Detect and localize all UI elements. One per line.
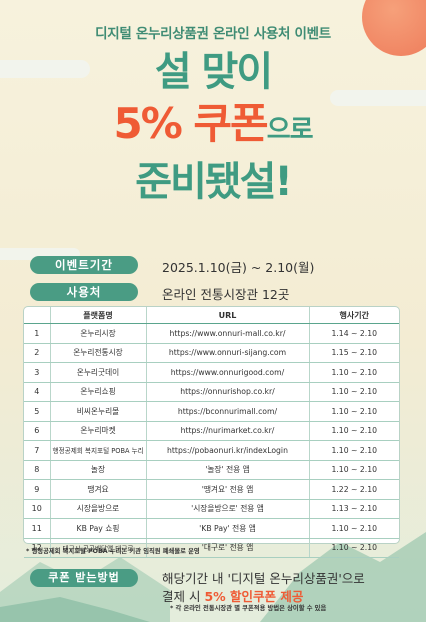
places-label: 사용처 bbox=[30, 283, 138, 301]
table-row: 2 온누리전통시장 https://www.onnuri-sijang.com 1.1… bbox=[24, 343, 399, 363]
header-platform: 플랫폼명 bbox=[49, 307, 146, 324]
platform-name: 온누리전통시장 bbox=[49, 343, 146, 363]
platform-name: 행정공제회 복지포털 POBA 누리 bbox=[49, 440, 146, 461]
row-number: 1 bbox=[24, 323, 50, 344]
platform-table: 플랫폼명 URL 행사기간 1 온누리시장 https://www.onnuri-m… bbox=[24, 307, 399, 558]
platform-url: '시장을방으로' 전용 앱 bbox=[145, 499, 309, 519]
table-row: 5 비씨온누리몰 https://bconnurimall.com/1.10 ~ 2… bbox=[24, 401, 399, 422]
header-url: URL bbox=[145, 307, 309, 324]
platform-url: https://www.onnuri-sijang.com bbox=[145, 343, 309, 363]
table-header-row: 플랫폼명 URL 행사기간 bbox=[24, 307, 399, 324]
event-period: 1.13 ~ 2.10 bbox=[308, 499, 399, 519]
row-number: 9 bbox=[24, 479, 50, 500]
platform-url: https://onnurishop.co.kr/ bbox=[145, 382, 309, 402]
platform-name: 시장을방으로 bbox=[49, 499, 146, 519]
platform-name: 온누리마켓 bbox=[49, 421, 146, 441]
table-row: 11 KB Pay 쇼핑 'KB Pay' 전용 앱 1.10 ~ 2.10 bbox=[24, 518, 399, 539]
cloud-decoration bbox=[0, 60, 90, 78]
headline-suffix: 으로 bbox=[266, 115, 314, 145]
platform-url: https://www.onnurigood.com/ bbox=[145, 362, 309, 383]
table-row: 9 땡겨요 '땡겨요' 전용 앱 1.22 ~ 2.10 bbox=[24, 479, 399, 500]
platform-url: '놀장' 전용 앱 bbox=[145, 460, 309, 480]
row-number: 8 bbox=[24, 460, 50, 480]
table-row: 8 놀장 '놀장' 전용 앱 1.10 ~ 2.10 bbox=[24, 460, 399, 480]
table-row: 7 행정공제회 복지포털 POBA 누리 https://pobaonuri.kr/… bbox=[24, 440, 399, 461]
table-row: 3 온누리굿데이 https://www.onnurigood.com/1.10 ~… bbox=[24, 362, 399, 383]
event-period: 1.10 ~ 2.10 bbox=[308, 460, 399, 480]
period-value: 2025.1.10(금) ~ 2.10(월) bbox=[162, 260, 315, 275]
header-period: 행사기간 bbox=[308, 307, 399, 324]
platform-name: 놀장 bbox=[49, 460, 146, 480]
event-period: 1.10 ~ 2.10 bbox=[308, 401, 399, 422]
event-period: 1.10 ~ 2.10 bbox=[308, 538, 399, 558]
event-period: 1.10 ~ 2.10 bbox=[308, 382, 399, 402]
headline-line3: 준비됐설! bbox=[135, 159, 292, 205]
event-period: 1.10 ~ 2.10 bbox=[308, 421, 399, 441]
table-row: 10 시장을방으로 '시장을방으로' 전용 앱 1.13 ~ 2.10 bbox=[24, 499, 399, 519]
cloud-decoration bbox=[330, 90, 426, 106]
event-period: 1.10 ~ 2.10 bbox=[308, 440, 399, 461]
table-row: 1 온누리시장 https://www.onnuri-mall.co.kr/1.14… bbox=[24, 323, 399, 344]
platform-url: '대구로' 전용 앱 bbox=[145, 538, 309, 558]
event-subtitle: 디지털 온누리상품권 온라인 사용처 이벤트 bbox=[95, 26, 331, 42]
platform-url: '땡겨요' 전용 앱 bbox=[145, 479, 309, 500]
platform-url: https://www.onnuri-mall.co.kr/ bbox=[145, 323, 309, 344]
coupon-line2: 결제 시 5% 할인쿠폰 제공 bbox=[162, 586, 303, 605]
platform-name: 비씨온누리몰 bbox=[49, 401, 146, 422]
platform-url: 'KB Pay' 전용 앱 bbox=[145, 518, 309, 539]
platform-name: 온누리굿데이 bbox=[49, 362, 146, 383]
places-value: 온라인 전통시장관 12곳 bbox=[162, 287, 290, 302]
event-period: 1.22 ~ 2.10 bbox=[308, 479, 399, 500]
headline-line1: 설 맞이 bbox=[154, 49, 273, 95]
headline-coupon: 5% 쿠폰 bbox=[113, 99, 268, 148]
headline-line2: 5% 쿠폰으로 bbox=[0, 103, 426, 145]
row-number: 3 bbox=[24, 362, 50, 383]
coupon-highlight: 5% 할인쿠폰 제공 bbox=[204, 589, 304, 604]
table-row: 4 온누리쇼핑 https://onnurishop.co.kr/1.10 ~ 2.… bbox=[24, 382, 399, 402]
platform-name: 땡겨요 bbox=[49, 479, 146, 500]
platform-name: KB Pay 쇼핑 bbox=[49, 518, 146, 539]
row-number: 4 bbox=[24, 382, 50, 402]
platform-url: https://nurimarket.co.kr/ bbox=[145, 421, 309, 441]
row-number: 11 bbox=[24, 518, 50, 539]
row-number: 12 bbox=[24, 538, 50, 558]
table-row: 12 대구시 공공배달앱 대구로 '대구로' 전용 앱 1.10 ~ 2.10 bbox=[24, 538, 399, 558]
event-period: 1.10 ~ 2.10 bbox=[308, 518, 399, 539]
platform-url: https://bconnurimall.com/ bbox=[145, 401, 309, 422]
platform-name: 대구시 공공배달앱 대구로 bbox=[49, 538, 146, 558]
header-number bbox=[24, 307, 50, 324]
event-period: 1.10 ~ 2.10 bbox=[308, 362, 399, 383]
platform-name: 온누리쇼핑 bbox=[49, 382, 146, 402]
event-period: 1.14 ~ 2.10 bbox=[308, 323, 399, 344]
coupon-footnote: * 각 온라인 전통시장관 별 쿠폰적용 방법은 상이할 수 있음 bbox=[170, 605, 327, 612]
platform-name: 온누리시장 bbox=[49, 323, 146, 344]
platform-url: https://pobaonuri.kr/indexLogin bbox=[145, 440, 309, 461]
row-number: 2 bbox=[24, 343, 50, 363]
coupon-label: 쿠폰 받는방법 bbox=[30, 569, 138, 587]
coupon-line2-prefix: 결제 시 bbox=[162, 589, 205, 604]
table-row: 6 온누리마켓 https://nurimarket.co.kr/1.10 ~ 2.… bbox=[24, 421, 399, 441]
row-number: 5 bbox=[24, 401, 50, 422]
table-footnote: * 행정공제회 복지포털 POBA 누리는 기관 임직원 폐쇄몰로 운영 bbox=[26, 548, 200, 555]
period-label: 이벤트기간 bbox=[30, 256, 138, 274]
coupon-line1: 해당기간 내 '디지털 온누리상품권'으로 bbox=[162, 571, 365, 586]
event-period: 1.15 ~ 2.10 bbox=[308, 343, 399, 363]
row-number: 10 bbox=[24, 499, 50, 519]
row-number: 6 bbox=[24, 421, 50, 441]
row-number: 7 bbox=[24, 440, 50, 461]
